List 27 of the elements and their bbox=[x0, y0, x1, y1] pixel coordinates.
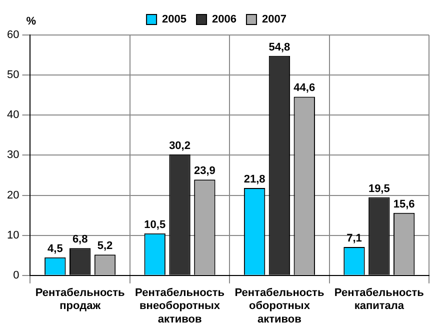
y-tick-label: 20 bbox=[6, 189, 20, 202]
text: 21,8 bbox=[244, 174, 266, 186]
y-tick-label: 10 bbox=[6, 229, 20, 242]
legend-label: 2006 bbox=[212, 14, 236, 26]
x-tick-label: Рентабельность внеоборотных активов bbox=[135, 287, 225, 326]
x-tick-label: Рентабельность капитала bbox=[334, 287, 424, 312]
text: 30,2 bbox=[169, 140, 190, 152]
text: 6,8 bbox=[72, 234, 88, 246]
y-axis-title: % bbox=[26, 16, 36, 28]
text: 44,6 bbox=[294, 82, 316, 94]
legend-label: 2005 bbox=[162, 14, 187, 26]
text: 23,9 bbox=[194, 165, 216, 178]
x-tick-label: Рентабельность продаж bbox=[35, 287, 126, 312]
text: 5,2 bbox=[97, 240, 113, 252]
text: 19,5 bbox=[368, 182, 390, 195]
text: 10,5 bbox=[144, 218, 166, 231]
y-tick-label: 60 bbox=[6, 29, 20, 42]
text: 54,8 bbox=[268, 41, 290, 54]
y-tick-label: 40 bbox=[6, 109, 20, 122]
legend-label: 2007 bbox=[262, 14, 286, 26]
y-tick-label: 30 bbox=[6, 149, 20, 162]
text: 4,5 bbox=[48, 242, 63, 255]
y-tick-label: 50 bbox=[6, 69, 20, 82]
text: 15,6 bbox=[393, 198, 415, 210]
text: 7,1 bbox=[346, 232, 362, 244]
x-tick-label: Рентабельность оборотных активов bbox=[234, 287, 324, 326]
y-tick-label: 0 bbox=[13, 269, 20, 282]
